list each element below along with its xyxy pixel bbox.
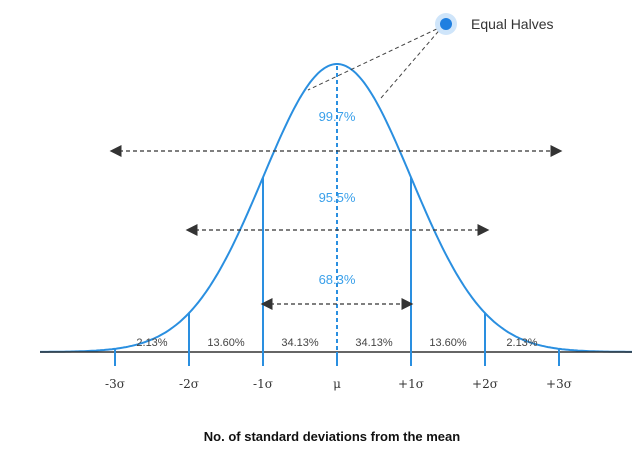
- tick-label: -2σ: [179, 377, 199, 391]
- tick-label: -1σ: [253, 377, 273, 391]
- segment-label: 2.13%: [506, 337, 537, 349]
- band-label-95-5: 95.5%: [319, 190, 356, 205]
- tick-label: +1σ: [398, 377, 424, 391]
- bell-curve: [40, 63, 632, 353]
- callout-line-right: [380, 25, 444, 99]
- tick-label: μ: [333, 377, 341, 391]
- callout-line-left: [307, 25, 444, 91]
- legend-label: Equal Halves: [471, 16, 554, 32]
- segment-label: 34.13%: [355, 337, 393, 349]
- segment-label: 13.60%: [429, 337, 467, 349]
- tick-label: -3σ: [105, 377, 125, 391]
- tick-label: +2σ: [472, 377, 498, 391]
- segment-label: 34.13%: [281, 337, 319, 349]
- x-ticks: -3σ -2σ -1σ μ +1σ +2σ +3σ: [105, 352, 572, 391]
- tick-label: +3σ: [546, 377, 572, 391]
- segment-label: 13.60%: [207, 337, 245, 349]
- sigma-lines: [114, 177, 560, 352]
- band-label-68-3: 68.3%: [319, 272, 356, 287]
- blue-dot-icon: [440, 18, 452, 30]
- x-axis-title: No. of standard deviations from the mean: [204, 429, 460, 444]
- band-label-99-7: 99.7%: [319, 109, 356, 124]
- segment-label: 2.13%: [136, 337, 167, 349]
- segment-labels: 2.13% 13.60% 34.13% 34.13% 13.60% 2.13%: [136, 337, 537, 349]
